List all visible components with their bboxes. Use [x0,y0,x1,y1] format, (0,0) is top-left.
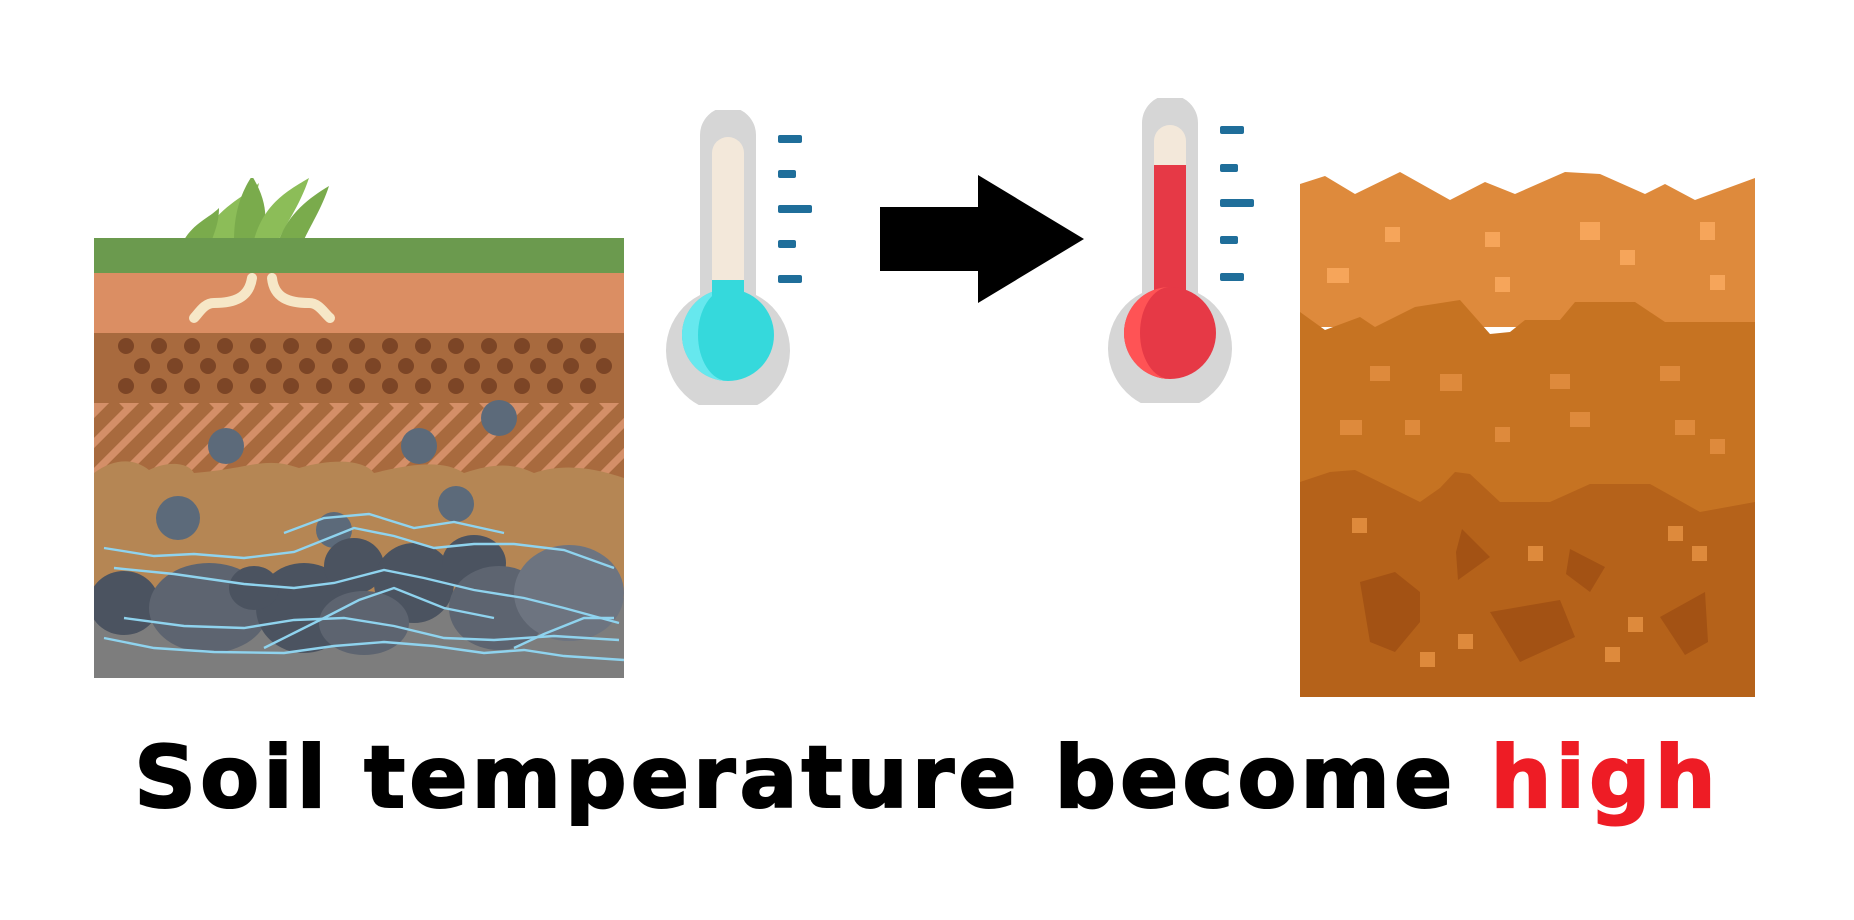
right-arrow-icon [880,175,1084,303]
layered-soil-with-water-icon [94,178,624,678]
cold-thermometer-icon [666,110,812,405]
caption: Soil temperature become high [0,727,1854,829]
grass-sprout [184,178,329,240]
hot-thermometer-icon [1108,98,1254,403]
caption-prefix: Soil temperature become [133,727,1491,829]
caption-highlight: high [1489,727,1720,829]
dry-soil-icon [1300,172,1755,697]
